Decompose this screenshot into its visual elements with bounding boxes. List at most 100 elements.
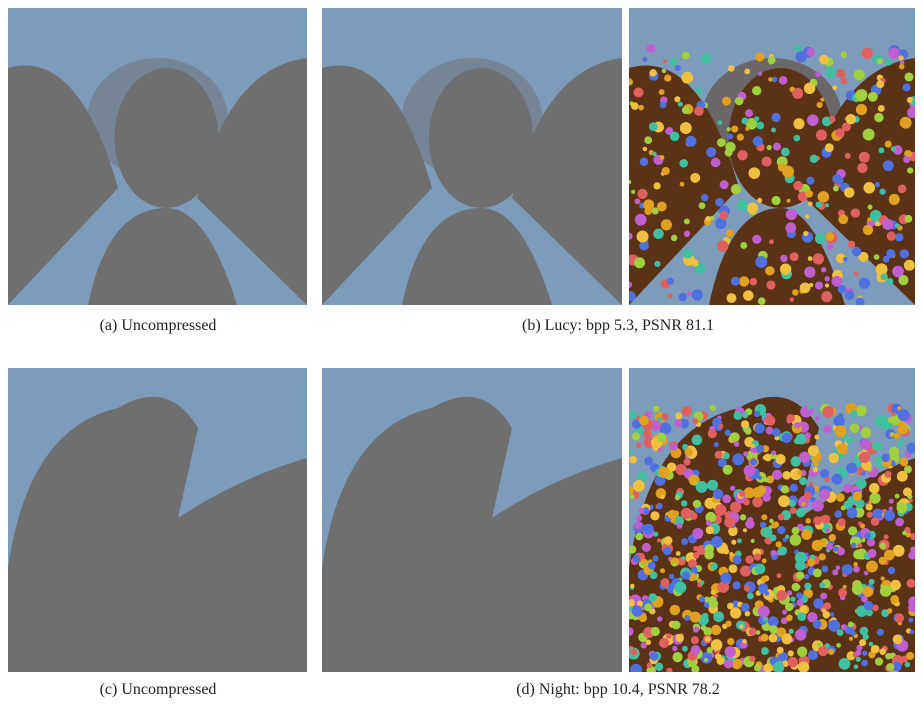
error-dot (723, 452, 730, 459)
error-dot (800, 282, 811, 293)
error-dot (633, 480, 645, 492)
error-dot (650, 652, 659, 661)
error-dot (810, 155, 818, 163)
error-dot (731, 540, 736, 545)
error-dot (816, 201, 823, 208)
error-dot (648, 562, 656, 570)
error-dot (765, 266, 774, 275)
error-dot (693, 481, 697, 485)
error-dot (660, 155, 665, 160)
error-dot (714, 442, 719, 447)
error-dot (907, 167, 913, 173)
error-dot (715, 504, 727, 516)
error-dot (910, 630, 914, 634)
error-dot (859, 152, 870, 163)
error-dot (851, 543, 857, 549)
error-dot (881, 274, 888, 281)
error-dot (899, 64, 904, 69)
error-dot (884, 510, 895, 521)
error-dot (872, 441, 882, 451)
error-dot (727, 127, 731, 131)
error-dot (867, 538, 875, 546)
error-dot (664, 74, 671, 81)
error-dot (737, 538, 742, 543)
error-dot (628, 450, 633, 455)
error-dot (778, 546, 787, 555)
error-dot (757, 198, 762, 203)
error-dot (790, 534, 802, 546)
error-dot (854, 664, 859, 669)
error-dot (747, 592, 754, 599)
error-dot (723, 548, 729, 554)
error-dot (747, 203, 758, 214)
error-dot (861, 427, 872, 438)
error-dot (708, 429, 717, 438)
error-dot (812, 500, 824, 512)
error-dot (869, 485, 877, 493)
error-dot (681, 556, 685, 560)
error-dot (764, 478, 769, 483)
error-dot (910, 533, 917, 540)
error-dot (768, 77, 773, 82)
error-dot (745, 127, 749, 131)
error-dot (903, 83, 911, 91)
error-dot (643, 524, 654, 535)
error-dot (637, 189, 647, 199)
error-dot (825, 283, 829, 287)
error-dot (711, 158, 721, 168)
error-dot (720, 572, 731, 583)
error-dot (837, 443, 848, 454)
error-dot (653, 182, 660, 189)
error-dot (630, 664, 642, 676)
error-dot (741, 420, 749, 428)
caption: (a) Uncompressed (100, 317, 217, 334)
error-dot (867, 217, 871, 221)
error-dot (728, 527, 738, 537)
error-dot (649, 69, 656, 76)
error-dot (903, 156, 910, 163)
error-dot (728, 65, 735, 72)
error-dot (666, 633, 672, 639)
error-dot (657, 538, 661, 542)
error-dot (737, 150, 747, 160)
error-dot (758, 72, 762, 76)
error-dot (722, 495, 731, 504)
error-dot (713, 489, 723, 499)
error-dot (778, 514, 785, 521)
statue (322, 583, 622, 672)
error-dot (674, 96, 680, 102)
error-dot (677, 523, 683, 529)
error-dot (880, 543, 886, 549)
error-dot (662, 69, 666, 73)
error-dot (897, 471, 908, 482)
error-dot (859, 639, 866, 646)
error-dot (758, 583, 768, 593)
error-dot (660, 102, 667, 109)
error-dot (643, 147, 647, 151)
error-dot (856, 104, 867, 115)
error-dot (651, 627, 660, 636)
error-dot (748, 167, 760, 179)
error-dot (780, 264, 791, 275)
error-dot (715, 653, 722, 660)
error-dot (890, 432, 894, 436)
error-dot (819, 539, 827, 547)
error-dot (863, 182, 875, 194)
error-dot (632, 432, 640, 440)
error-dot (814, 435, 819, 440)
error-dot (786, 414, 795, 423)
error-dot (682, 406, 692, 416)
error-dot (832, 85, 837, 90)
error-dot (885, 141, 892, 148)
error-dot (826, 543, 833, 550)
error-dot (842, 564, 853, 575)
error-dot (861, 660, 868, 667)
error-dot (625, 233, 632, 240)
error-dot (773, 143, 781, 151)
error-dot (845, 153, 851, 159)
error-dot (776, 590, 787, 601)
error-dot (739, 276, 749, 286)
error-dot (833, 546, 838, 551)
error-dot (813, 467, 819, 473)
error-dot (841, 51, 847, 57)
